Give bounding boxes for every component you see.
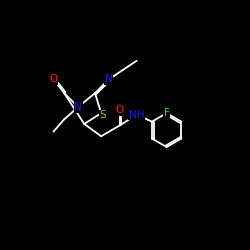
Text: O: O — [49, 74, 58, 84]
Text: S: S — [100, 110, 106, 120]
Text: F: F — [164, 108, 170, 118]
Text: N: N — [74, 102, 82, 112]
Text: N: N — [105, 74, 113, 84]
Text: NH: NH — [129, 110, 144, 120]
Text: O: O — [116, 105, 124, 115]
